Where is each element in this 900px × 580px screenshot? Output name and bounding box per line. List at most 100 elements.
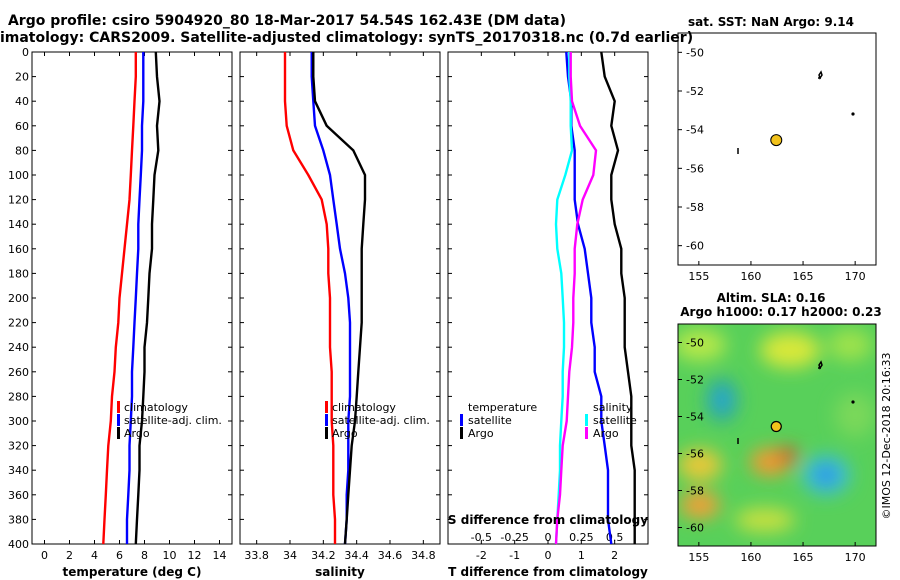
sla-map-frame <box>677 323 877 547</box>
x-tick-label: 0 <box>41 549 48 562</box>
x-tick-label: 34 <box>283 549 297 562</box>
x-tick-label: 4 <box>91 549 98 562</box>
difference-lines <box>554 51 636 545</box>
x-tick-label: 14 <box>213 549 227 562</box>
legend-salinity-heading: salinity <box>593 401 633 414</box>
sla-patch-east <box>835 393 875 437</box>
series-line-temperature-satellite <box>565 51 613 545</box>
depth-tick-label: 260 <box>8 366 29 379</box>
x-tick-label: 33.8 <box>244 549 269 562</box>
legend-satellite-adj: satellite-adj. clim. <box>124 414 222 427</box>
sst-map-frame <box>677 32 877 266</box>
legend-climatology: climatology <box>124 401 188 414</box>
x-tick-label: 34.6 <box>378 549 403 562</box>
legend-swatch-s-argo <box>585 427 588 439</box>
lat-tick-label: -56 <box>686 162 704 175</box>
x-tick-label: 8 <box>141 549 148 562</box>
x-tick-label: 2 <box>66 549 73 562</box>
series-line-salinity-satellite <box>554 52 574 545</box>
lat-tick-label: -56 <box>686 448 704 461</box>
depth-tick-label: 180 <box>8 267 29 280</box>
depth-tick-label: 380 <box>8 513 29 526</box>
legend-argo: Argo <box>124 427 150 440</box>
legend-t-satellite: satellite <box>468 414 512 427</box>
depth-tick-label: 140 <box>8 218 29 231</box>
lon-tick-label: 155 <box>688 551 709 564</box>
legend-argo-s: Argo <box>332 427 358 440</box>
legend-swatch-satellite-s <box>325 414 328 426</box>
sla-low-west-core <box>714 390 730 410</box>
legend-swatch-s-satellite <box>585 414 588 426</box>
x-tick-label: 0 <box>545 549 552 562</box>
lon-tick-label: 165 <box>793 270 814 283</box>
figure-title-line2: Climatology: CARS2009. Satellite-adjuste… <box>0 30 693 46</box>
depth-tick-label: 240 <box>8 341 29 354</box>
salinity-axis-ticks: 33.8 34 34.2 34.4 34.6 34.8 <box>240 51 440 562</box>
series-line-argo <box>134 51 161 545</box>
lon-tick-label: 170 <box>845 551 866 564</box>
x-tick-label: 34.8 <box>411 549 436 562</box>
legend-satellite-adj-s: satellite-adj. clim. <box>332 414 430 427</box>
difference-x2label: S difference from climatology <box>448 513 648 527</box>
lat-tick-label: -54 <box>686 124 704 137</box>
series-line-climatology <box>102 52 138 545</box>
sla-anomaly-field <box>678 329 875 532</box>
x-tick-label: 12 <box>188 549 202 562</box>
sst-island-2 <box>851 112 855 116</box>
legend-temperature-heading: temperature <box>468 401 537 414</box>
x2-tick-label: 0.5 <box>606 531 624 544</box>
depth-tick-label: 160 <box>8 243 29 256</box>
sla-island-1 <box>818 360 823 370</box>
x-tick-label: 2 <box>611 549 618 562</box>
sla-map-title-line2: Argo h1000: 0.17 h2000: 0.23 <box>680 305 881 319</box>
salinity-panel: 33.8 34 34.2 34.4 34.6 34.8 salinity climatol… <box>239 51 441 579</box>
x-tick-label: 34.2 <box>311 549 336 562</box>
sla-map-ticks: 155 160 165 170 -50 -52 -54 -56 -58 -60 <box>678 337 866 564</box>
x-tick-label: -2 <box>476 549 487 562</box>
sla-patch-ne <box>828 329 872 361</box>
sla-heatmap <box>678 324 876 546</box>
depth-tick-label: 40 <box>15 95 29 108</box>
difference-legend-salinity: salinity satellite Argo <box>585 401 637 440</box>
legend-swatch-argo <box>117 427 120 439</box>
temperature-axis-ticks: 0204060801001201401601802002202402602803… <box>8 46 232 562</box>
lat-tick-label: -60 <box>686 240 704 253</box>
legend-swatch-satellite <box>117 414 120 426</box>
depth-tick-label: 200 <box>8 292 29 305</box>
lat-tick-label: -52 <box>686 374 704 387</box>
lat-tick-label: -58 <box>686 485 704 498</box>
difference-legend-temperature: temperature satellite Argo <box>460 401 537 440</box>
legend-swatch-climatology-s <box>325 401 328 413</box>
x-tick-label: 6 <box>116 549 123 562</box>
x-tick-label: 1 <box>578 549 585 562</box>
difference-axis-ticks: -2 -1 0 1 2 -0.5 -0.25 0 0.25 0.5 <box>448 51 648 562</box>
depth-tick-label: 20 <box>15 71 29 84</box>
sla-patch-west <box>678 449 722 481</box>
legend-swatch-climatology <box>117 401 120 413</box>
sla-high-center-core <box>778 447 798 463</box>
lat-tick-label: -52 <box>686 85 704 98</box>
depth-tick-label: 100 <box>8 169 29 182</box>
temperature-frame <box>31 51 233 545</box>
series-line-satellite-adj-clim- <box>310 52 352 545</box>
sla-map-title-line1: Altim. SLA: 0.16 <box>717 291 826 305</box>
depth-tick-label: 280 <box>8 390 29 403</box>
lat-tick-label: -50 <box>686 337 704 350</box>
difference-panel: -2 -1 0 1 2 -0.5 -0.25 0 0.25 0.5 T difference fr… <box>447 51 649 579</box>
depth-tick-label: 340 <box>8 464 29 477</box>
lon-tick-label: 155 <box>688 270 709 283</box>
series-line-argo <box>312 52 367 545</box>
legend-s-argo: Argo <box>593 427 619 440</box>
legend-climatology-s: climatology <box>332 401 396 414</box>
temperature-legend: climatology satellite-adj. clim. Argo <box>117 401 222 440</box>
temperature-xlabel: temperature (deg C) <box>63 565 202 579</box>
x2-tick-label: 0.25 <box>569 531 594 544</box>
figure-title-line1: Argo profile: csiro 5904920_80 18-Mar-20… <box>8 13 566 29</box>
lat-tick-label: -54 <box>686 411 704 424</box>
sla-map: Altim. SLA: 0.16 Argo h1000: 0.17 h2000:… <box>677 291 893 564</box>
series-line-temperature-argo <box>600 51 636 544</box>
lon-tick-label: 165 <box>793 551 814 564</box>
depth-tick-label: 220 <box>8 317 29 330</box>
difference-xlabel: T difference from climatology <box>448 565 648 579</box>
depth-tick-label: 60 <box>15 120 29 133</box>
